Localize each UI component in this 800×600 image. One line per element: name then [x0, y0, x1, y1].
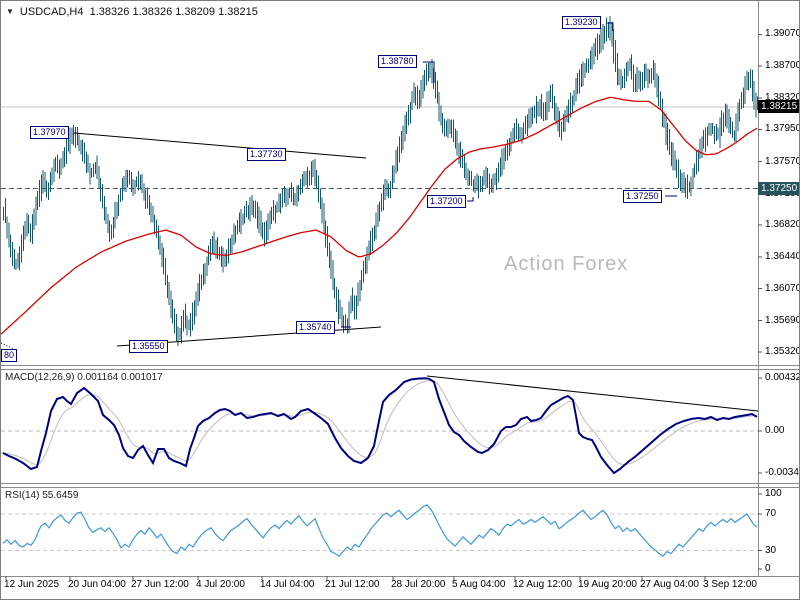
ohlc-values: 1.38326 1.38326 1.38209 1.38215 — [89, 6, 258, 18]
macd-indicator-label: MACD(12,26,9) 0.001164 0.001017 — [5, 372, 163, 383]
symbol-timeframe: USDCAD,H4 — [19, 6, 84, 18]
chart-title: ▼ USDCAD,H4 1.38326 1.38326 1.38209 1.382… — [6, 6, 258, 18]
triangle-down-icon[interactable]: ▼ — [6, 7, 14, 16]
rsi-indicator-label: RSI(14) 55.6459 — [5, 490, 79, 501]
watermark: Action Forex — [504, 253, 629, 275]
